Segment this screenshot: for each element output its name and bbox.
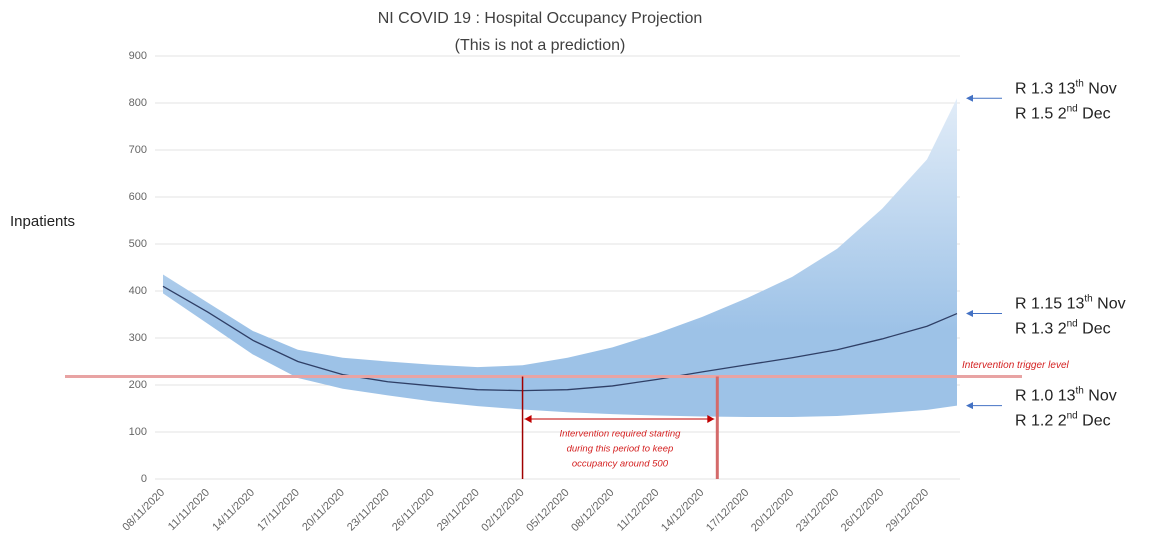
x-tick-label: 08/12/2020: [569, 487, 616, 534]
scenario-label: R 1.0 13th Nov: [1015, 385, 1117, 405]
arrow-head: [966, 310, 973, 318]
label-part: Nov: [1084, 388, 1117, 405]
label-part: Dec: [1078, 106, 1111, 123]
x-tick-label: 20/11/2020: [300, 487, 347, 534]
y-tick-label: 300: [129, 332, 147, 344]
x-tick-label: 17/11/2020: [255, 487, 302, 534]
label-part: R 1.5 2: [1015, 106, 1067, 123]
label-part: th: [1075, 78, 1083, 89]
label-part: th: [1084, 293, 1092, 304]
x-tick-label: 11/11/2020: [166, 487, 212, 533]
label-part: R 1.2 2: [1015, 413, 1067, 430]
scenario-label: R 1.15 13th Nov: [1015, 293, 1126, 313]
label-part: nd: [1067, 410, 1078, 421]
x-tick-label: 26/12/2020: [839, 487, 886, 534]
y-tick-label: 600: [129, 191, 147, 203]
scenario-label: R 1.5 2nd Dec: [1015, 103, 1111, 123]
chart-title: NI COVID 19 : Hospital Occupancy Project…: [378, 10, 703, 27]
y-axis-label: Inpatients: [10, 213, 75, 230]
label-part: R 1.3 13: [1015, 81, 1076, 98]
central-line: [162, 285, 958, 392]
arrow-head: [966, 402, 973, 410]
y-tick-label: 0: [141, 473, 147, 485]
x-tick-label: 08/11/2020: [120, 487, 167, 534]
arrow-head: [966, 94, 973, 102]
arrow-head: [707, 415, 715, 423]
x-tick-label: 23/12/2020: [794, 487, 841, 534]
scenario-label: R 1.3 13th Nov: [1015, 78, 1117, 98]
label-part: Nov: [1093, 296, 1126, 313]
label-part: nd: [1067, 318, 1078, 329]
y-tick-label: 400: [129, 285, 147, 297]
x-tick-label: 05/12/2020: [524, 487, 571, 534]
label-part: R 1.0 13: [1015, 388, 1076, 405]
y-tick-label: 500: [129, 238, 147, 250]
y-tick-label: 900: [129, 50, 147, 62]
x-tick-label: 14/11/2020: [210, 487, 257, 534]
x-tick-label: 11/12/2020: [615, 487, 662, 534]
label-part: th: [1075, 385, 1083, 396]
x-tick-label: 02/12/2020: [479, 487, 526, 534]
y-tick-label: 800: [129, 97, 147, 109]
scenario-label: R 1.2 2nd Dec: [1015, 410, 1111, 430]
label-part: Dec: [1078, 413, 1111, 430]
x-tick-label: 20/12/2020: [749, 487, 796, 534]
projection-band: [163, 98, 957, 417]
window-label: occupancy around 500: [572, 459, 669, 470]
y-tick-label: 200: [129, 379, 147, 391]
trigger-label: Intervention trigger level: [962, 360, 1070, 371]
x-tick-label: 23/11/2020: [345, 487, 392, 534]
x-tick-label: 14/12/2020: [659, 487, 706, 534]
y-tick-label: 100: [129, 426, 147, 438]
label-part: R 1.15 13: [1015, 296, 1084, 313]
x-tick-label: 29/12/2020: [884, 487, 931, 534]
chart-subtitle: (This is not a prediction): [455, 37, 626, 54]
y-tick-label: 700: [129, 144, 147, 156]
label-part: Nov: [1084, 81, 1117, 98]
window-label: during this period to keep: [567, 444, 674, 455]
window-label: Intervention required starting: [559, 429, 681, 440]
label-part: R 1.3 2: [1015, 321, 1067, 338]
label-part: Dec: [1078, 321, 1111, 338]
x-tick-label: 17/12/2020: [704, 487, 751, 534]
x-tick-label: 26/11/2020: [390, 487, 437, 534]
label-part: nd: [1067, 103, 1078, 114]
scenario-label: R 1.3 2nd Dec: [1015, 318, 1111, 338]
x-tick-label: 29/11/2020: [435, 487, 482, 534]
arrow-head: [524, 415, 532, 423]
